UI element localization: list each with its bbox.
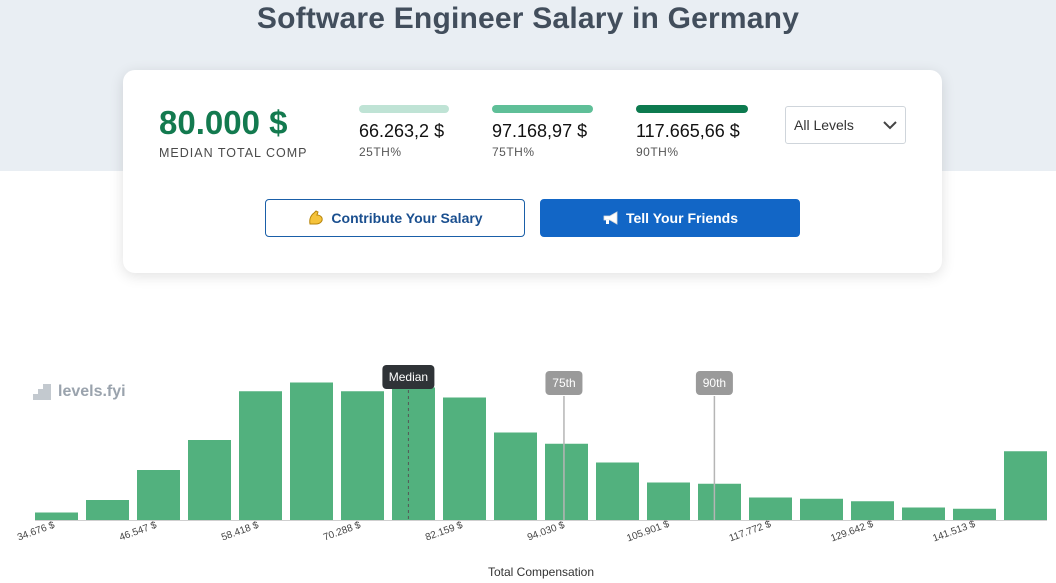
salary-summary-card: 80.000 $ MEDIAN TOTAL COMP 66.263,2 $ 25…	[123, 70, 942, 273]
contribute-salary-button[interactable]: Contribute Your Salary	[265, 199, 525, 237]
histogram-bar	[239, 391, 282, 520]
x-tick-group: 70.288 $	[322, 520, 363, 544]
histogram-bar	[188, 440, 231, 520]
tell-friends-button[interactable]: Tell Your Friends	[540, 199, 800, 237]
contribute-salary-label: Contribute Your Salary	[331, 210, 483, 226]
percentile-75: 97.168,97 $ 75TH%	[492, 105, 593, 159]
histogram-bar	[596, 462, 639, 520]
x-tick-label: 117.772 $	[728, 519, 773, 544]
x-tick-label: 129.642 $	[829, 519, 875, 545]
x-tick-group: 105.901 $	[625, 519, 671, 545]
histogram-bar	[749, 497, 792, 520]
x-tick-group: 117.772 $	[728, 519, 773, 544]
marker-badge-75th	[545, 371, 583, 395]
percentile-90-bar	[636, 105, 748, 113]
megaphone-icon	[602, 210, 620, 226]
percentile-90-label: 90TH%	[636, 145, 679, 159]
histogram-bar	[851, 501, 894, 520]
percentile-25-label: 25TH%	[359, 145, 402, 159]
percentile-90-value: 117.665,66 $	[636, 121, 740, 141]
median-total-comp-value: 80.000 $	[159, 104, 288, 141]
x-tick-label: 46.547 $	[118, 520, 159, 544]
x-tick-label: 105.901 $	[625, 519, 671, 545]
levels-fyi-logo: levels.fyi	[32, 383, 126, 401]
percentile-75-bar	[492, 105, 593, 113]
x-axis-title: Total Compensation	[487, 565, 595, 579]
marker-badge-median	[382, 365, 435, 389]
percentile-75-value: 97.168,97 $	[492, 121, 588, 141]
x-tick-label: 82.159 $	[424, 520, 465, 544]
x-tick-label: 34.676 $	[16, 520, 57, 544]
tell-friends-label: Tell Your Friends	[625, 210, 739, 226]
marker-label-median: Median	[389, 370, 428, 384]
histogram-bar	[800, 498, 843, 520]
histogram-bar	[86, 500, 129, 520]
x-tick-label: 70.288 $	[322, 520, 363, 544]
levels-logo-icon	[33, 384, 51, 400]
marker-badge-90th	[695, 371, 733, 395]
histogram-bar	[494, 432, 537, 520]
chevron-down-icon	[883, 120, 897, 129]
marker-label-75th: 75th	[552, 376, 575, 390]
percentile-25: 66.263,2 $ 25TH%	[359, 105, 449, 159]
x-tick-label: 58.418 $	[220, 520, 261, 544]
x-tick-label: 94.030 $	[526, 520, 567, 544]
histogram-bar	[698, 483, 741, 520]
x-tick-group: 94.030 $	[526, 520, 567, 544]
percentile-75-label: 75TH%	[492, 145, 535, 159]
histogram-bar	[341, 391, 384, 520]
percentile-25-bar	[359, 105, 449, 113]
x-tick-group: 141.513 $	[931, 519, 977, 545]
page-title: Software Engineer Salary in Germany	[256, 2, 800, 35]
x-tick-group: 82.159 $	[424, 520, 465, 544]
level-select[interactable]: All Levels	[785, 106, 906, 144]
histogram-bar	[953, 508, 996, 520]
brand-name: levels.fyi	[58, 383, 126, 400]
histogram-bar	[647, 482, 690, 520]
median-total-comp-label: MEDIAN TOTAL COMP	[159, 146, 308, 160]
x-tick-group: 129.642 $	[829, 519, 875, 545]
x-tick-group: 34.676 $	[16, 520, 57, 544]
histogram-bar	[443, 397, 486, 520]
histogram-bar	[290, 382, 333, 520]
histogram-bar	[545, 443, 588, 520]
marker-label-90th: 90th	[703, 376, 726, 390]
x-tick-group: 46.547 $	[118, 520, 159, 544]
salary-distribution-chart: 34.676 $ 46.547 $ 58.418 $ 70.288 $ 82.159 $…	[16, 365, 1047, 545]
x-tick-group: 58.418 $	[220, 520, 261, 544]
x-tick-label: 141.513 $	[931, 519, 977, 545]
histogram-bar	[35, 512, 78, 520]
histogram-bar	[902, 507, 945, 520]
level-select-value: All Levels	[794, 117, 854, 133]
histogram-bar	[392, 387, 435, 520]
percentile-90: 117.665,66 $ 90TH%	[636, 105, 748, 159]
histogram-bar	[1004, 451, 1047, 520]
percentile-25-value: 66.263,2 $	[359, 121, 445, 141]
flexed-biceps-icon	[307, 209, 325, 227]
histogram-bar	[137, 470, 180, 520]
